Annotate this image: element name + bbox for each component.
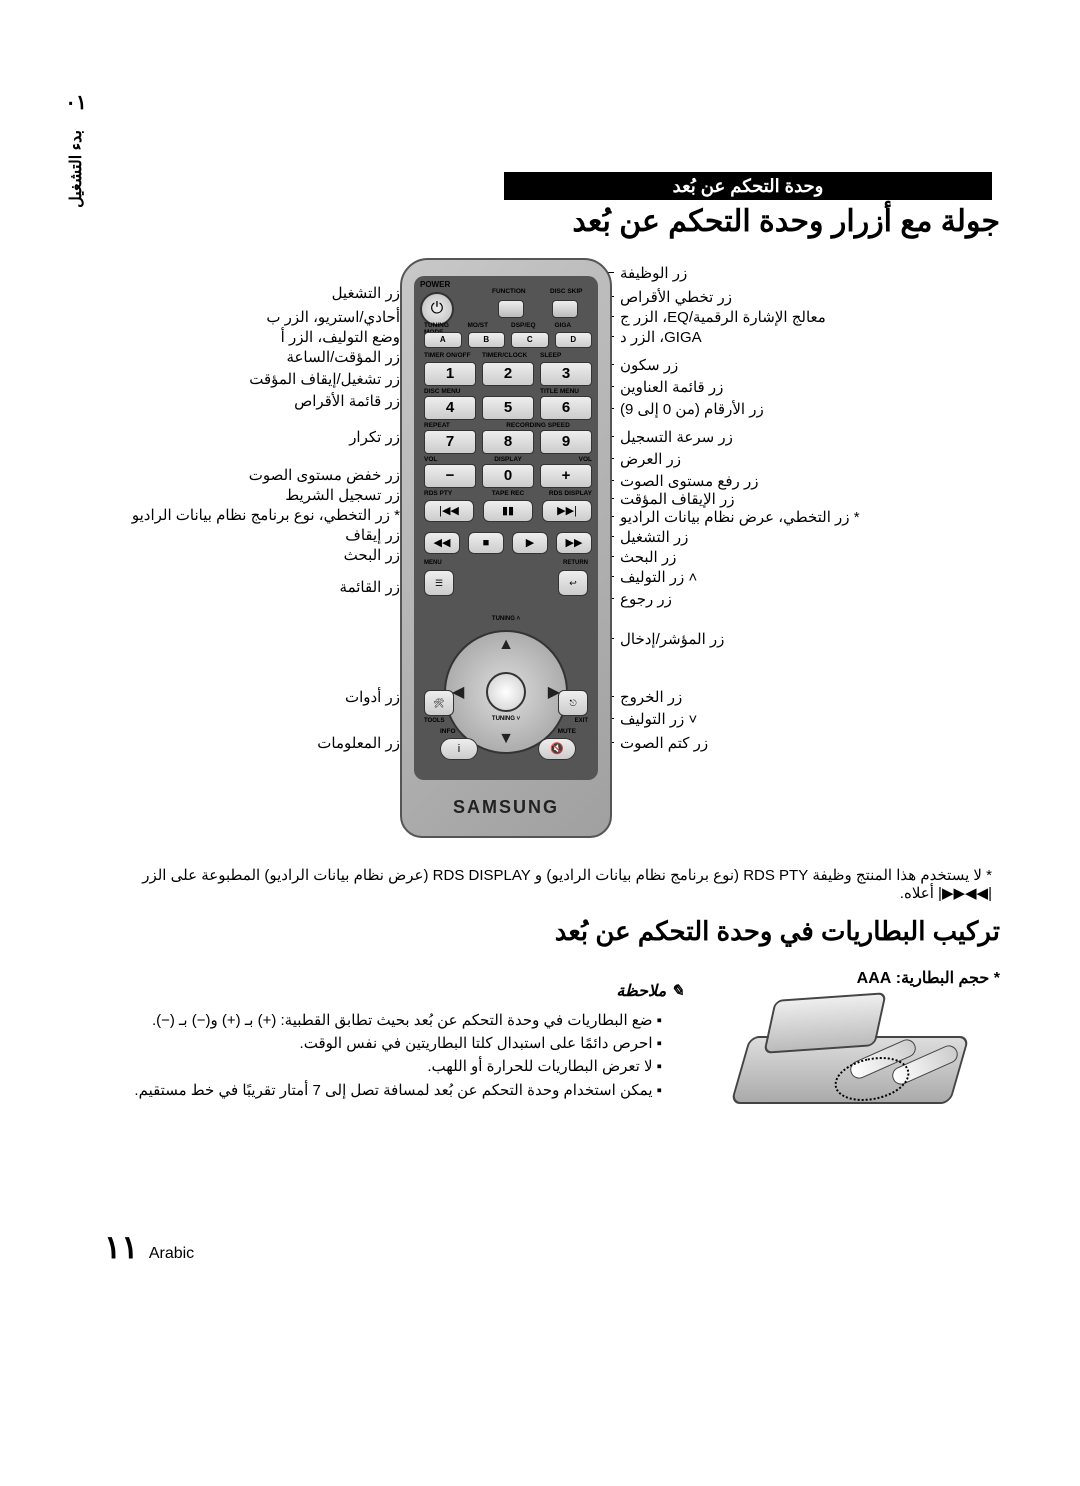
label-l: زر خفض مستوى الصوت [249, 466, 400, 484]
label-r: زر قائمة العناوين [620, 378, 723, 396]
function-btn [498, 300, 524, 318]
power-label: POWER [420, 280, 450, 289]
section2-title: تركيب البطاريات في وحدة التحكم عن بُعد [555, 916, 1000, 947]
note-item: ضع البطاريات في وحدة التحكم عن بُعد بحيث… [124, 1009, 662, 1032]
discskip-btn [552, 300, 578, 318]
menu-btn: ☰ [424, 570, 454, 596]
label-l: زر تكرار [349, 428, 400, 446]
label-r: GIGA، الزر د [620, 328, 702, 346]
label-r: زر المؤشر/إدخال [620, 630, 724, 648]
label: FUNCTION [492, 288, 526, 295]
label-r: زر البحث [620, 548, 676, 566]
label-l: زر تسجيل الشريط [285, 486, 400, 504]
label-r: زر سرعة التسجيل [620, 428, 733, 446]
label-r: ˅ زر التوليف [620, 710, 697, 728]
page-number: ١١ Arabic [104, 1228, 194, 1266]
label-l: زر القائمة [340, 578, 400, 596]
label-r: زر العرض [620, 450, 681, 468]
label-r: زر الأرقام (من 0 إلى 9) [620, 400, 764, 418]
label-r: * زر التخطي، عرض نظام بيانات الراديو [620, 508, 860, 526]
battery-size: * حجم البطارية: AAA [857, 968, 1000, 988]
main-title: جولة مع أزرار وحدة التحكم عن بُعد [572, 204, 1000, 239]
label-l: زر المؤقت/الساعة [286, 348, 400, 366]
tools-btn: 🛠 [424, 690, 454, 716]
mute-btn: 🔇 [538, 738, 576, 760]
label-l: زر التشغيل [332, 284, 400, 302]
label-l: أحادي/استريو، الزر ب [266, 308, 400, 326]
chapter-number: ٠١ [65, 90, 86, 115]
label-l: زر المعلومات [317, 734, 400, 752]
label-l: زر البحث [344, 546, 400, 564]
label-l: * زر التخطي، نوع برنامج نظام بيانات الرا… [132, 506, 400, 524]
remote-image: POWER ⏻ FUNCTION DISC SKIP TUNING MODE M… [400, 258, 612, 838]
chapter-title: بدء التشغيل [67, 130, 86, 208]
label-r: زر رجوع [620, 590, 672, 608]
label-r: معالج الإشارة الرقمية/EQ، الزر ج [620, 308, 826, 326]
info-btn: i [440, 738, 478, 760]
label-l: زر تشغيل/إيقاف المؤقت [249, 370, 400, 388]
power-icon: ⏻ [420, 292, 454, 326]
battery-figure [740, 996, 1000, 1126]
label-r: زر تخطي الأقراص [620, 288, 732, 306]
return-btn: ↩ [558, 570, 588, 596]
label-l: زر إيقاف [345, 526, 400, 544]
note-title: ملاحظة [124, 980, 684, 1005]
note-item: لا تعرض البطاريات للحرارة أو اللهب. [124, 1055, 662, 1078]
label-r: زر رفع مستوى الصوت [620, 472, 758, 490]
label-r: زر الوظيفة [620, 264, 687, 282]
exit-btn: ⎋ [558, 690, 588, 716]
label-r: زر سكون [620, 356, 678, 374]
brand-logo: SAMSUNG [402, 797, 610, 818]
label-r: زر الإيقاف المؤقت [620, 490, 735, 508]
note-block: ملاحظة ضع البطاريات في وحدة التحكم عن بُ… [124, 980, 684, 1102]
label-l: وضع التوليف، الزر أ [281, 328, 400, 346]
label: DISC SKIP [550, 288, 583, 295]
label-r: زر التشغيل [620, 528, 688, 546]
note-item: يمكن استخدام وحدة التحكم عن بُعد لمسافة … [124, 1079, 662, 1102]
remote-diagram: زر التشغيل أحادي/استريو، الزر ب وضع التو… [80, 258, 1000, 848]
label-r: زر كتم الصوت [620, 734, 708, 752]
dpad: ▲▼◀▶ [444, 630, 568, 754]
label-l: زر أدوات [345, 688, 400, 706]
label-l: زر قائمة الأقراص [294, 392, 400, 410]
label-r: ˄ زر التوليف [620, 568, 697, 586]
label-r: زر الخروج [620, 688, 682, 706]
note-item: احرص دائمًا على استبدال كلتا البطاريتين … [124, 1032, 662, 1055]
footnote: * لا يستخدم هذا المنتج وظيفة RDS PTY (نو… [140, 866, 992, 902]
header-bar: وحدة التحكم عن بُعد [504, 172, 992, 200]
